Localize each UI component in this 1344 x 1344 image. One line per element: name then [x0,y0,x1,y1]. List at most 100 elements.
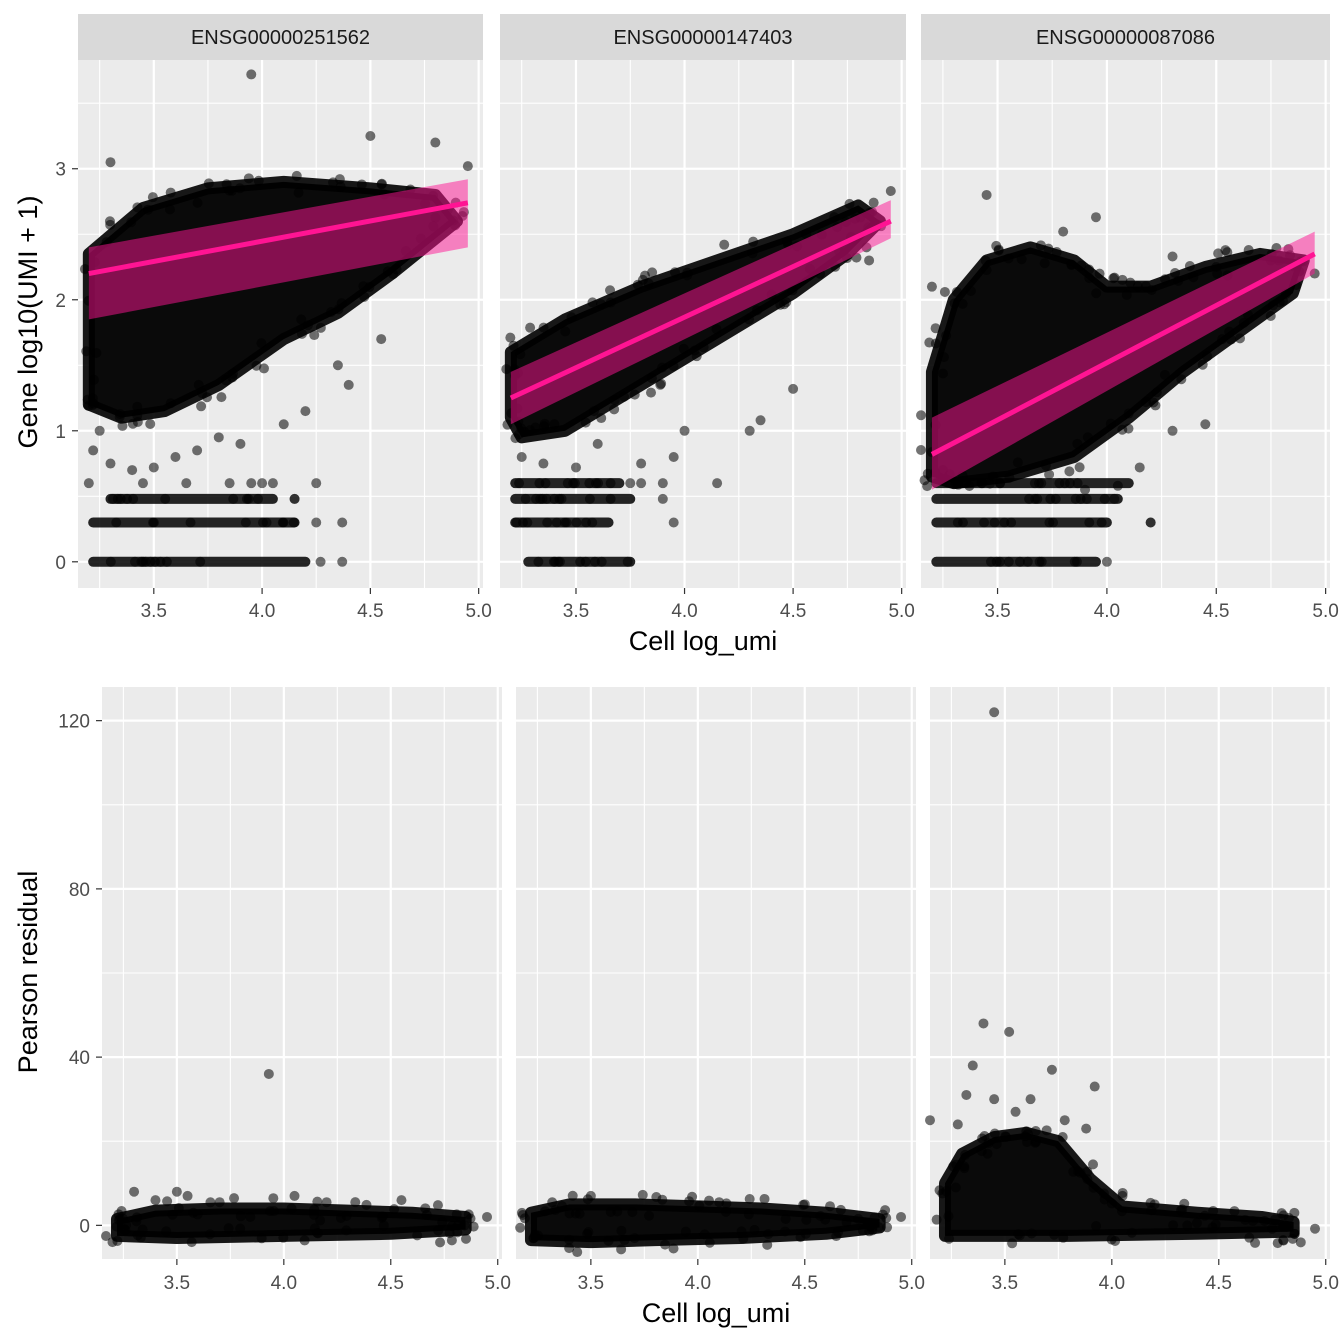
data-point [616,1244,627,1255]
x-tick-label: 4.0 [271,1273,297,1294]
data-point [580,556,591,567]
data-point [1126,1227,1137,1238]
data-point [655,379,666,390]
data-point [989,707,1000,718]
data-point [951,286,962,297]
data-point [196,401,207,412]
data-point [779,299,790,310]
data-point [976,1146,987,1157]
data-point [1088,1182,1099,1193]
data-point [1101,556,1112,567]
data-point [181,478,192,489]
data-point [682,267,693,278]
data-point [1091,288,1102,299]
data-point [1010,1106,1021,1117]
data-point [278,517,289,528]
data-point [289,493,300,504]
data-point [1084,273,1095,284]
data-point [551,517,562,528]
data-point [468,1221,479,1232]
data-point [446,1235,457,1246]
data-point [981,189,992,200]
x-tick-label: 5.0 [485,1273,511,1294]
data-point [759,1193,770,1204]
data-point [1117,424,1128,435]
data-point [1066,259,1077,270]
data-point [1043,243,1054,254]
y-tick-label: 1 [55,422,66,443]
data-point [293,187,304,198]
data-point [684,1196,695,1207]
facet-strip-label: ENSG00000087086 [1036,27,1215,49]
data-point [815,1211,826,1222]
data-point [698,342,709,353]
data-point [867,1225,878,1236]
data-point [960,1149,971,1160]
data-point [1116,1206,1127,1217]
data-point [296,314,307,325]
data-point [691,351,702,362]
data-point [668,451,679,462]
data-point [1197,359,1208,370]
data-point [646,373,657,384]
data-point [382,266,393,277]
data-point [720,1206,731,1217]
data-point [261,517,272,528]
data-point [596,556,607,567]
data-point [435,1237,446,1248]
data-point [1225,334,1236,345]
data-point [1000,1131,1011,1142]
data-point [752,305,763,316]
data-point [1025,1094,1036,1105]
y-tick-label: 40 [69,1048,90,1069]
data-point [88,374,99,385]
data-point [83,478,94,489]
data-point [224,478,235,489]
data-point [164,204,175,215]
x-tick-label: 3.5 [992,1273,1018,1294]
data-point [989,1094,1000,1105]
data-point [1310,1223,1321,1234]
data-point [246,478,257,489]
data-point [286,1203,297,1214]
data-point [1276,1208,1287,1219]
data-point [1058,1232,1069,1243]
data-point [1117,274,1128,285]
data-point [714,1197,725,1208]
data-point [926,281,937,292]
data-point [1199,1210,1210,1221]
data-point [517,1209,528,1220]
data-point [540,1206,551,1217]
data-point [1081,493,1092,504]
data-point [132,202,143,213]
data-point [91,347,102,358]
data-point [868,197,879,208]
data-point [81,346,92,357]
data-point [587,297,598,308]
data-point [251,360,262,371]
data-point [1054,478,1065,489]
data-point [1058,226,1069,237]
data-point [1121,289,1132,300]
data-point [235,438,246,449]
data-point [564,1243,575,1254]
data-point [421,1209,432,1220]
x-tick-label: 5.0 [465,601,491,622]
data-point [126,217,137,228]
data-point [1082,432,1093,443]
data-point [835,1204,846,1215]
data-point [596,413,607,424]
data-point [1179,1198,1190,1209]
facet-strip [78,14,483,60]
data-point [437,1217,448,1228]
data-point [853,1213,864,1224]
data-point [1141,397,1152,408]
data-point [1182,1220,1193,1231]
data-point [1049,1229,1060,1240]
data-point [930,338,941,349]
data-point [744,1193,755,1204]
data-point [514,478,525,489]
data-point [788,383,799,394]
data-point [989,1128,1000,1139]
data-point [1035,240,1046,251]
